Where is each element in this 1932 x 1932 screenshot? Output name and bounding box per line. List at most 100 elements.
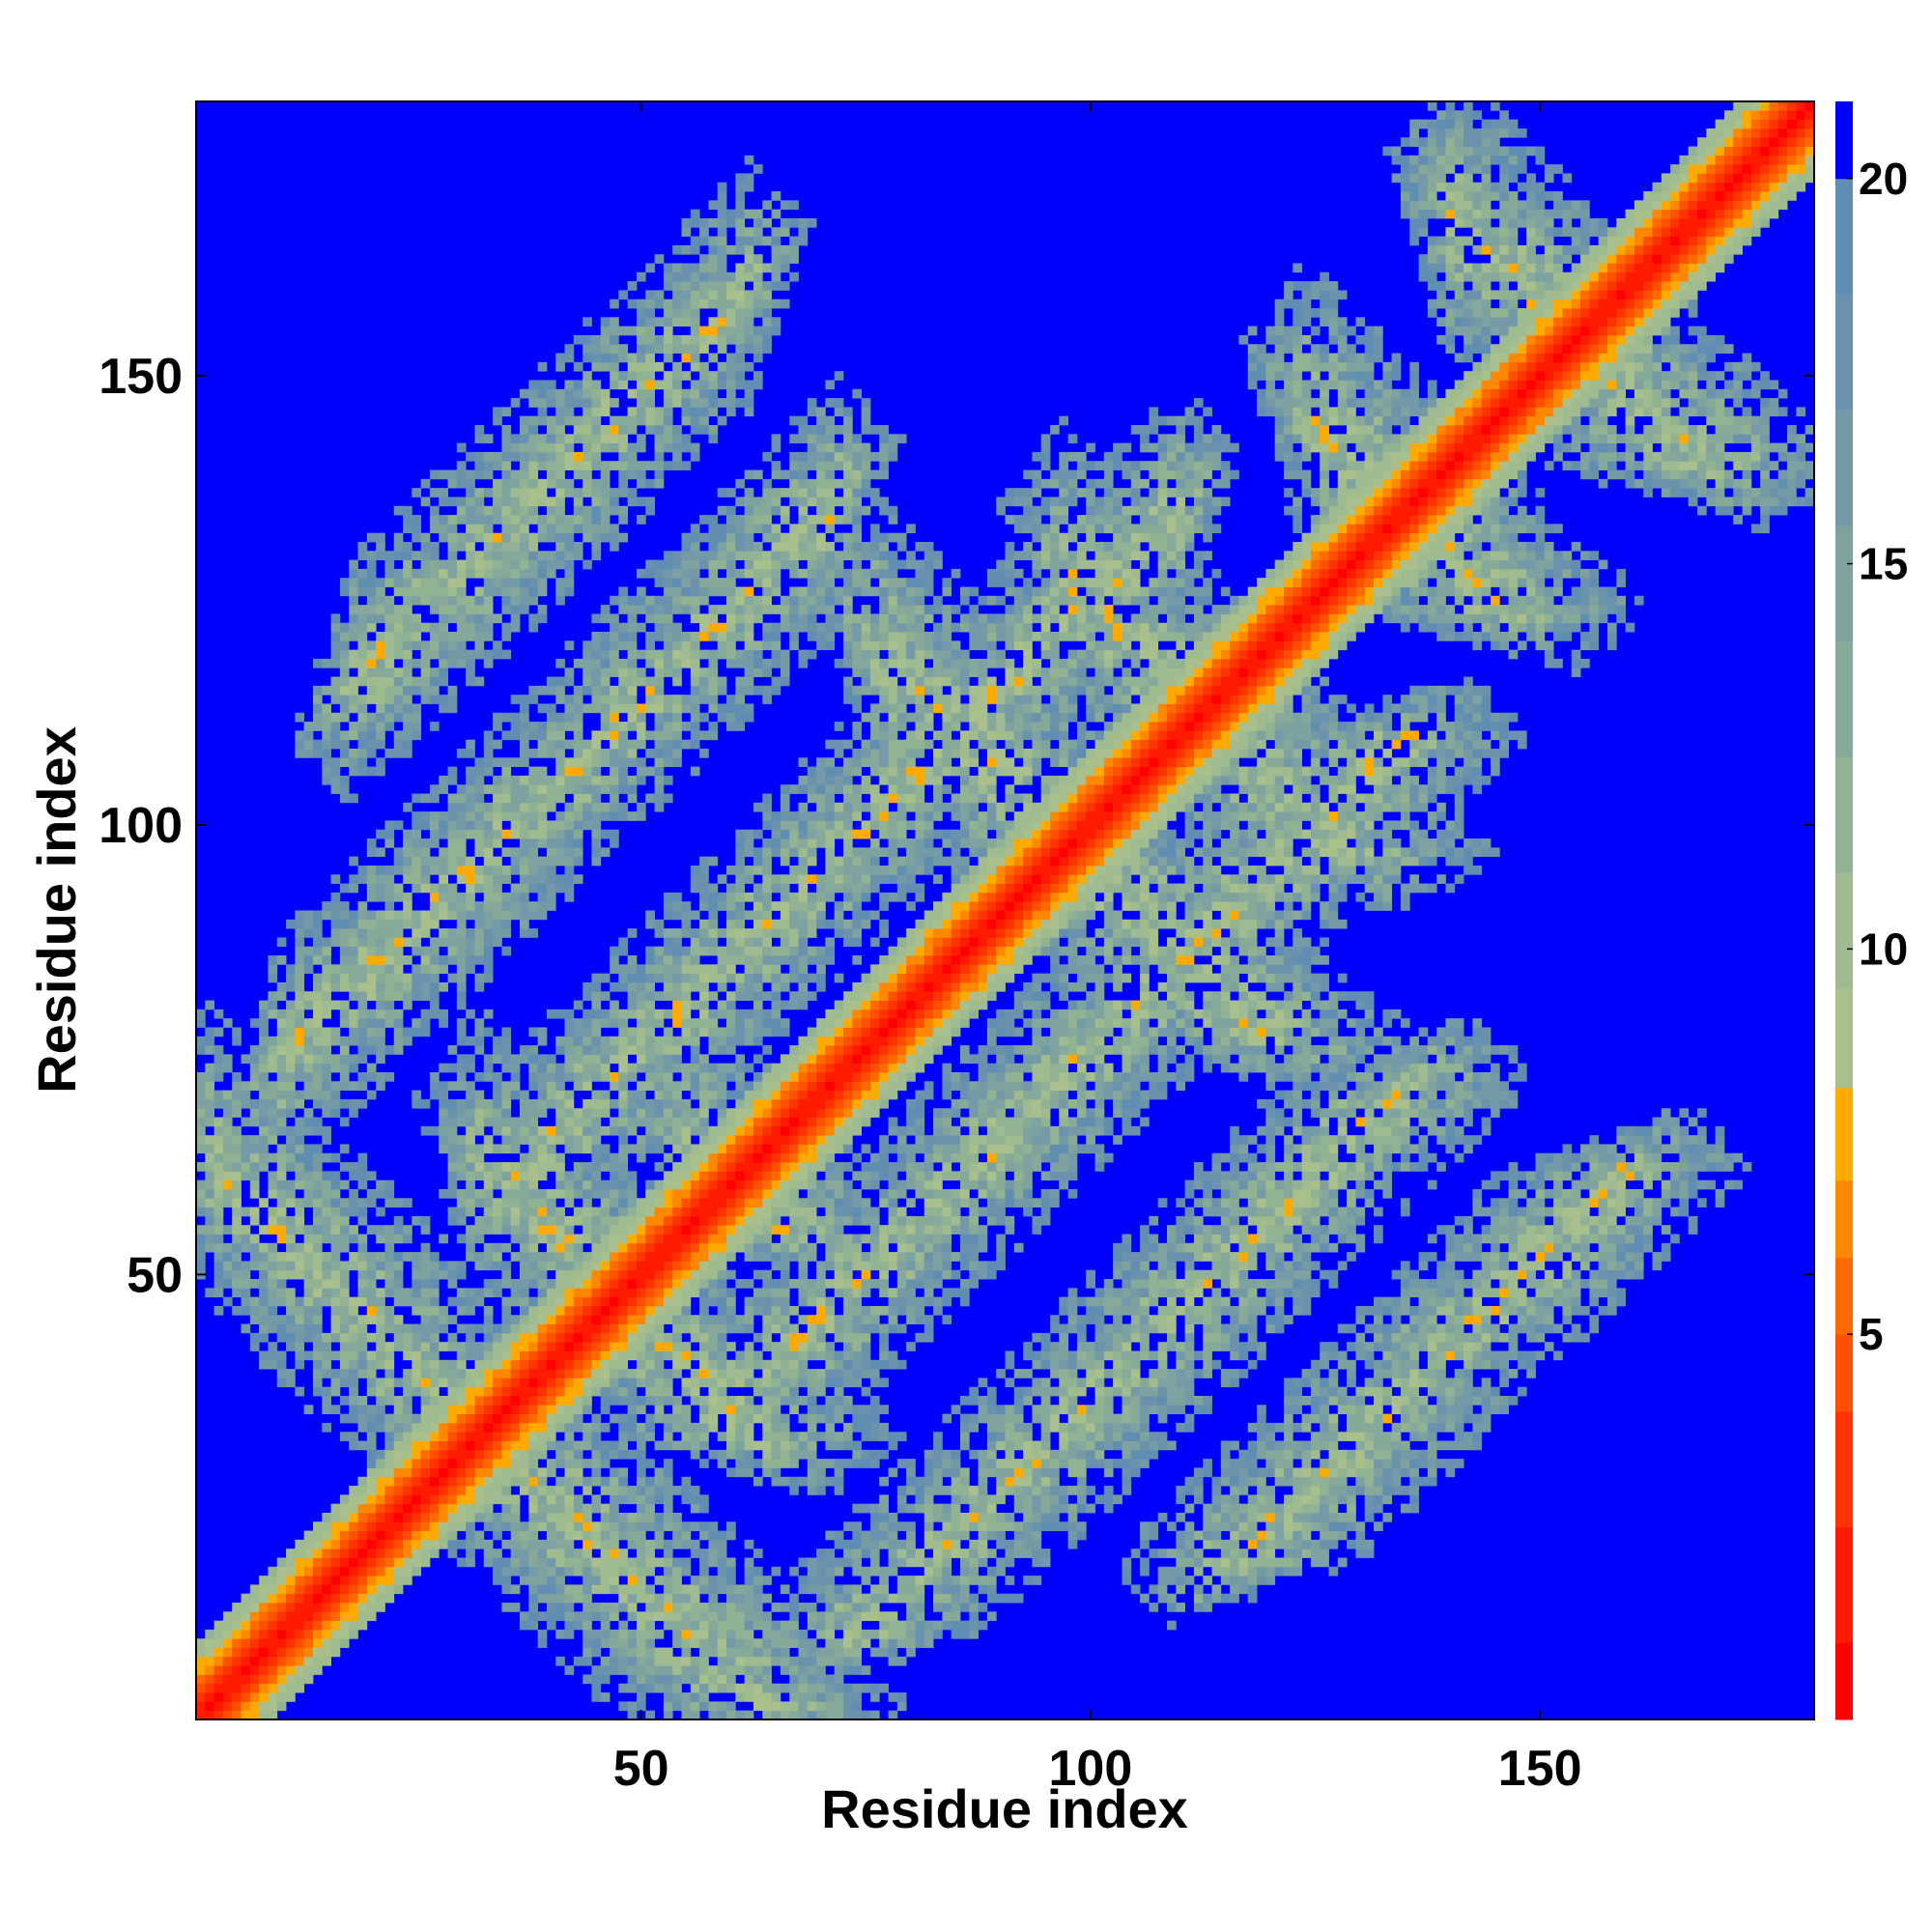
heatmap-cell xyxy=(268,1252,278,1262)
heatmap-cell xyxy=(645,1125,655,1136)
heatmap-cell xyxy=(295,1674,305,1685)
heatmap-cell xyxy=(439,1261,448,1271)
heatmap-cell xyxy=(610,497,619,507)
heatmap-cell xyxy=(322,1611,331,1622)
heatmap-cell xyxy=(663,308,673,318)
heatmap-cell xyxy=(610,802,619,812)
heatmap-cell xyxy=(330,1242,341,1253)
heatmap-cell xyxy=(357,1422,368,1433)
heatmap-cell xyxy=(312,1063,323,1073)
heatmap-cell xyxy=(699,730,709,741)
heatmap-cell xyxy=(357,1413,368,1424)
heatmap-cell xyxy=(429,981,440,992)
heatmap-cell xyxy=(537,1359,548,1370)
heatmap-cell xyxy=(466,1369,475,1378)
heatmap-cell xyxy=(520,505,529,516)
heatmap-cell xyxy=(357,695,368,704)
heatmap-cell xyxy=(690,568,700,579)
heatmap-cell xyxy=(249,1674,260,1685)
heatmap-cell xyxy=(376,1188,385,1199)
heatmap-cell xyxy=(393,1548,404,1558)
heatmap-cell xyxy=(501,461,512,470)
heatmap-cell xyxy=(708,1269,719,1280)
heatmap-cell xyxy=(295,1620,305,1631)
heatmap-cell xyxy=(447,578,458,587)
heatmap-cell xyxy=(493,910,502,921)
heatmap-cell xyxy=(690,1315,700,1324)
heatmap-cell xyxy=(376,551,385,560)
heatmap-cell xyxy=(447,1396,458,1406)
heatmap-cell xyxy=(627,1045,638,1055)
heatmap-cell xyxy=(376,1593,385,1604)
heatmap-cell xyxy=(555,811,565,821)
heatmap-cell xyxy=(393,910,404,921)
heatmap-cell xyxy=(528,820,539,831)
heatmap-cell xyxy=(520,1125,529,1136)
heatmap-cell xyxy=(636,497,646,507)
heatmap-cell xyxy=(627,1117,638,1127)
heatmap-cell xyxy=(636,703,646,714)
heatmap-cell xyxy=(312,1162,323,1172)
heatmap-cell xyxy=(627,1063,638,1073)
heatmap-cell xyxy=(420,1449,431,1460)
heatmap-cell xyxy=(241,1288,251,1298)
heatmap-cell xyxy=(699,344,709,354)
heatmap-cell xyxy=(528,865,539,875)
heatmap-cell xyxy=(582,1386,592,1397)
heatmap-cell xyxy=(672,271,682,282)
heatmap-cell xyxy=(627,1261,638,1271)
heatmap-cell xyxy=(249,1584,260,1595)
heatmap-cell xyxy=(663,407,673,417)
heatmap-cell xyxy=(322,1188,331,1199)
heatmap-cell xyxy=(618,1081,629,1092)
heatmap-cell xyxy=(276,1315,287,1324)
heatmap-cell xyxy=(349,1342,358,1351)
heatmap-cell xyxy=(555,1179,565,1190)
heatmap-cell xyxy=(303,1315,314,1324)
heatmap-cell xyxy=(483,1009,494,1019)
heatmap-cell xyxy=(312,1584,323,1595)
heatmap-cell xyxy=(384,981,395,992)
heatmap-cell xyxy=(582,1135,592,1145)
heatmap-cell xyxy=(322,1072,331,1082)
heatmap-cell xyxy=(403,856,412,867)
heatmap-cell xyxy=(520,1323,529,1334)
heatmap-cell xyxy=(376,757,385,768)
heatmap-cell xyxy=(555,1072,565,1082)
heatmap-cell xyxy=(600,353,611,363)
heatmap-cell xyxy=(330,1036,341,1046)
heatmap-cell xyxy=(412,722,422,731)
heatmap-cell xyxy=(403,1234,412,1244)
heatmap-cell xyxy=(591,1045,602,1055)
heatmap-cell xyxy=(555,1117,565,1127)
heatmap-cell xyxy=(636,1548,646,1558)
heatmap-cell xyxy=(681,1620,692,1631)
heatmap-cell xyxy=(654,1188,665,1199)
heatmap-cell xyxy=(690,298,700,309)
heatmap-cell xyxy=(357,1027,368,1037)
heatmap-cell xyxy=(303,1018,314,1028)
heatmap-cell xyxy=(555,847,565,858)
heatmap-cell xyxy=(420,1512,431,1522)
heatmap-cell xyxy=(582,1584,592,1595)
heatmap-cell xyxy=(420,1432,431,1441)
heatmap-cell xyxy=(520,1332,529,1343)
heatmap-cell xyxy=(690,1144,700,1154)
heatmap-cell xyxy=(645,380,655,390)
heatmap-cell xyxy=(222,1117,233,1127)
heatmap-cell xyxy=(330,1521,341,1531)
heatmap-cell xyxy=(645,1432,655,1441)
heatmap-cell xyxy=(510,1063,521,1073)
heatmap-cell xyxy=(591,1332,602,1343)
heatmap-cell xyxy=(520,802,529,812)
heatmap-cell xyxy=(349,1432,358,1441)
heatmap-cell xyxy=(537,1054,548,1065)
heatmap-cell xyxy=(555,1576,565,1585)
heatmap-cell xyxy=(339,1539,350,1549)
heatmap-cell xyxy=(699,1171,709,1181)
heatmap-cell xyxy=(699,1315,709,1324)
heatmap-cell xyxy=(520,1486,529,1495)
heatmap-cell xyxy=(672,1692,682,1702)
heatmap-cell xyxy=(654,775,665,785)
heatmap-cell xyxy=(618,1144,629,1154)
